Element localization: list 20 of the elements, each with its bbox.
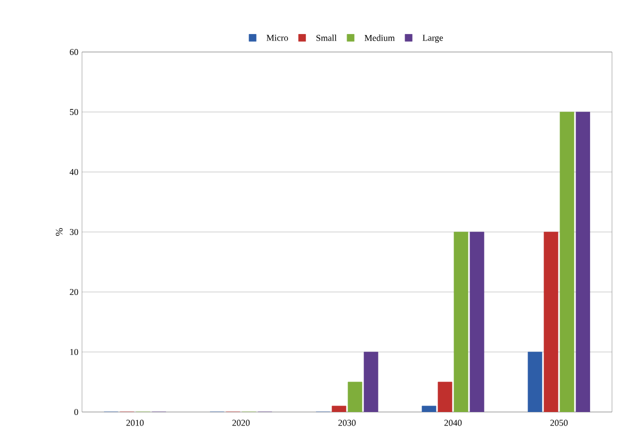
x-tick-label: 2010 <box>126 420 144 426</box>
x-tick-label: 2040 <box>444 420 462 426</box>
x-tick-label: 2050 <box>550 420 568 426</box>
y-tick-label: 40 <box>70 168 78 176</box>
bar <box>470 232 484 412</box>
y-tick-label: 50 <box>70 108 78 116</box>
y-tick-label: 10 <box>70 348 78 356</box>
legend-label: Small <box>316 34 337 41</box>
legend-label: Micro <box>266 34 288 41</box>
y-tick-label: 0 <box>74 408 78 416</box>
y-tick-label: 60 <box>70 48 78 56</box>
bar <box>576 112 590 412</box>
x-tick-label: 2030 <box>338 420 356 426</box>
y-tick-label: 30 <box>70 228 78 236</box>
legend-label: Large <box>422 34 443 43</box>
y-tick-label: 20 <box>70 288 78 296</box>
legend-label: Medium <box>364 34 395 41</box>
x-tick-label: 2020 <box>232 420 250 426</box>
y-axis-title: % <box>56 228 63 236</box>
bar <box>364 352 378 412</box>
